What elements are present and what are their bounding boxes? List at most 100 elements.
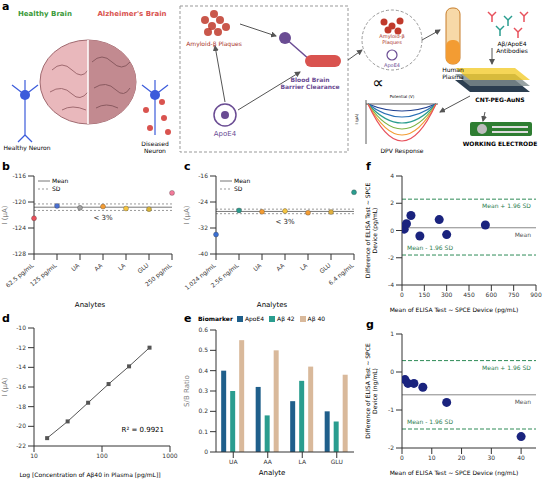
svg-text:0.1: 0.1 — [198, 428, 208, 435]
html-text:Healthy Brain: Healthy Brain — [18, 10, 72, 18]
svg-text:150: 150 — [419, 291, 431, 298]
svg-text:I (μA): I (μA) — [1, 377, 9, 396]
svg-text:I (μA): I (μA) — [183, 205, 191, 224]
svg-text:Mean - 1.96 SD: Mean - 1.96 SD — [407, 244, 453, 251]
svg-text:0: 0 — [390, 227, 394, 234]
svg-text:0.3: 0.3 — [198, 387, 208, 394]
svg-text:-120: -120 — [12, 198, 26, 205]
svg-text:-20: -20 — [16, 422, 26, 429]
svg-text:Mean: Mean — [515, 231, 532, 238]
svg-text:AA: AA — [264, 458, 273, 465]
html-text:e: e — [184, 312, 192, 325]
svg-text:-12: -12 — [16, 344, 26, 351]
svg-text:Mean + 1.96 SD: Mean + 1.96 SD — [482, 202, 531, 209]
html-text:Alzheimer's Brain: Alzheimer's Brain — [97, 10, 167, 18]
svg-text:UA: UA — [229, 458, 238, 465]
svg-text:Mean + 1.96 SD: Mean + 1.96 SD — [482, 364, 531, 371]
html-text:Amyloid-β Plaques: Amyloid-β Plaques — [186, 40, 242, 47]
svg-text:-22: -22 — [16, 442, 26, 449]
svg-text:0.4: 0.4 — [198, 367, 208, 374]
svg-text:-14: -14 — [16, 363, 26, 370]
html-text:R² = 0.9921: R² = 0.9921 — [121, 426, 164, 434]
html-text:a: a — [2, 0, 10, 13]
svg-text:250 pg/mL: 250 pg/mL — [143, 261, 173, 288]
svg-text:-2: -2 — [388, 444, 394, 451]
html-text:Human Plasma: Human Plasma — [442, 66, 464, 80]
svg-text:40: 40 — [517, 454, 525, 461]
html-text:d: d — [2, 312, 10, 325]
html-text:Diseased Neuron: Diseased Neuron — [141, 140, 169, 154]
svg-text:10: 10 — [30, 452, 38, 459]
svg-text:-18: -18 — [16, 403, 26, 410]
svg-text:125 pg/mL: 125 pg/mL — [28, 261, 58, 288]
svg-text:-16: -16 — [16, 383, 26, 390]
svg-text:62.5 pg/mL: 62.5 pg/mL — [4, 261, 35, 289]
svg-text:GLU: GLU — [136, 261, 150, 274]
svg-text:UA: UA — [252, 261, 264, 272]
svg-text:4: 4 — [390, 172, 394, 179]
html-text:DPV Response: DPV Response — [380, 147, 424, 154]
html-text:Amyloid-β Plaques: Amyloid-β Plaques — [379, 33, 405, 45]
svg-text:1.024 ng/mL: 1.024 ng/mL — [183, 261, 217, 292]
html-text:Analytes: Analytes — [74, 301, 106, 309]
svg-text:0.6: 0.6 — [198, 326, 208, 333]
svg-text:-32: -32 — [198, 224, 208, 231]
svg-text:Mean - 1.96 SD: Mean - 1.96 SD — [407, 418, 453, 425]
svg-text:100: 100 — [96, 452, 108, 459]
svg-text:LA: LA — [298, 261, 309, 272]
svg-text:-128: -128 — [12, 250, 26, 257]
html-text:Blood Brain Barrier Clearance: Blood Brain Barrier Clearance — [280, 76, 340, 90]
svg-text:AA: AA — [275, 261, 287, 272]
html-text:g: g — [366, 318, 374, 331]
svg-text:GLU: GLU — [318, 261, 332, 274]
svg-text:0.5: 0.5 — [198, 346, 208, 353]
svg-text:600: 600 — [486, 291, 498, 298]
html-text:b: b — [2, 160, 10, 173]
svg-text:-10: -10 — [16, 324, 26, 331]
svg-text:-116: -116 — [12, 172, 26, 179]
svg-text:10: 10 — [428, 454, 436, 461]
html-text:WORKING ELECTRODE: WORKING ELECTRODE — [462, 140, 538, 147]
svg-text:30: 30 — [488, 454, 496, 461]
svg-text:LA: LA — [116, 261, 127, 272]
svg-text:450: 450 — [463, 291, 475, 298]
html-text:Analyte: Analyte — [258, 469, 286, 477]
svg-text:GLU: GLU — [331, 458, 343, 465]
svg-text:300: 300 — [441, 291, 453, 298]
svg-text:< 3%: < 3% — [93, 214, 113, 222]
svg-text:-24: -24 — [198, 198, 208, 205]
svg-text:0.2: 0.2 — [198, 407, 208, 414]
svg-text:1000: 1000 — [162, 452, 177, 459]
svg-text:AA: AA — [93, 261, 105, 272]
svg-text:750: 750 — [508, 291, 520, 298]
svg-text:6.4 ng/mL: 6.4 ng/mL — [327, 261, 356, 287]
html-text:ApoE4: ApoE4 — [213, 130, 237, 138]
svg-text:< 3%: < 3% — [275, 218, 295, 226]
svg-text:1: 1 — [390, 330, 394, 337]
html-text:CNT-PEG-AuNS: CNT-PEG-AuNS — [475, 96, 525, 103]
svg-text:2: 2 — [390, 199, 394, 206]
svg-text:-4: -4 — [388, 281, 394, 288]
svg-text:2.56 ng/mL: 2.56 ng/mL — [209, 261, 241, 289]
svg-text:S/B Ratio: S/B Ratio — [183, 375, 191, 407]
svg-text:20: 20 — [458, 454, 466, 461]
svg-text:0: 0 — [390, 368, 394, 375]
svg-text:0: 0 — [400, 291, 404, 298]
svg-text:-2: -2 — [388, 254, 394, 261]
html-text:Difference of ELISA Test ~ SPC: Difference of ELISA Test ~ SPCE Device (… — [364, 182, 378, 279]
svg-text:-1: -1 — [388, 406, 394, 413]
svg-text:900: 900 — [530, 291, 542, 298]
svg-text:UA: UA — [70, 261, 82, 272]
svg-text:-124: -124 — [12, 224, 26, 231]
svg-text:-16: -16 — [198, 172, 208, 179]
html-text:Analytes: Analytes — [256, 301, 288, 309]
svg-text:0: 0 — [204, 448, 208, 455]
svg-text:0: 0 — [400, 454, 404, 461]
html-text:Healthy Neuron: Healthy Neuron — [3, 144, 51, 151]
svg-text:-40: -40 — [198, 250, 208, 257]
html-text:Aβ/ApoE4 Antibodies: Aβ/ApoE4 Antibodies — [496, 40, 528, 54]
svg-text:Mean: Mean — [515, 398, 532, 405]
html-text:Difference of ELISA Test ~ SPC: Difference of ELISA Test ~ SPCE Device (… — [364, 343, 378, 439]
svg-text:I (μA): I (μA) — [1, 205, 9, 224]
svg-text:LA: LA — [298, 458, 306, 465]
